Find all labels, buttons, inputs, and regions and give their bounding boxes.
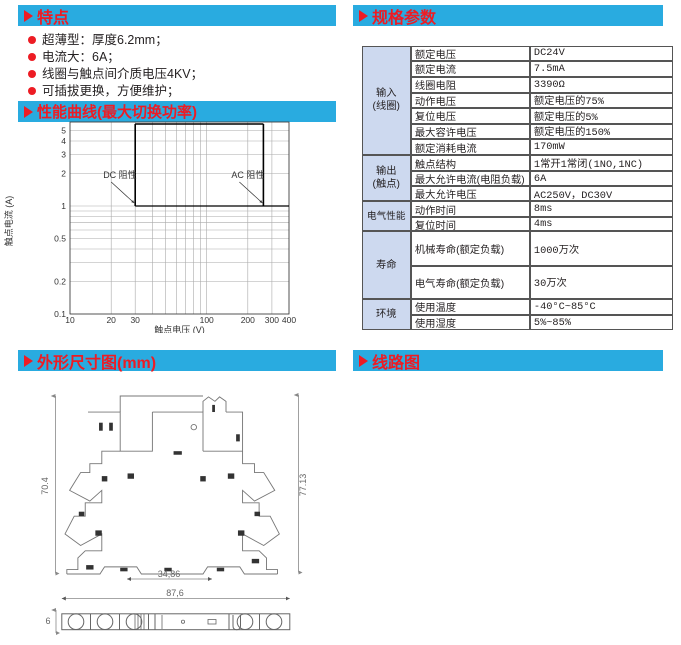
svg-text:0.5: 0.5: [54, 233, 66, 243]
svg-text:DC 阻性: DC 阻性: [103, 169, 137, 180]
svg-text:6: 6: [45, 616, 50, 626]
svg-text:5: 5: [61, 125, 66, 135]
svg-text:触点电流 (A): 触点电流 (A): [3, 196, 14, 247]
svg-text:87,6: 87,6: [166, 588, 184, 598]
svg-text:0.1: 0.1: [54, 309, 66, 319]
svg-text:100: 100: [200, 315, 214, 325]
svg-text:200: 200: [241, 315, 255, 325]
svg-text:30: 30: [130, 315, 140, 325]
svg-text:10: 10: [65, 315, 75, 325]
svg-text:70.4: 70.4: [40, 477, 50, 495]
svg-text:300: 300: [265, 315, 279, 325]
svg-text:20: 20: [106, 315, 116, 325]
svg-text:3: 3: [61, 149, 66, 159]
svg-text:4: 4: [61, 136, 66, 146]
svg-text:触点电压 (V): 触点电压 (V): [154, 324, 205, 333]
svg-text:1: 1: [61, 201, 66, 211]
svg-text:34,86: 34,86: [158, 569, 181, 579]
svg-text:2: 2: [61, 168, 66, 178]
svg-text:AC 阻性: AC 阻性: [231, 169, 264, 180]
svg-text:77.13: 77.13: [298, 474, 308, 497]
svg-text:400: 400: [282, 315, 296, 325]
svg-text:0.2: 0.2: [54, 276, 66, 286]
